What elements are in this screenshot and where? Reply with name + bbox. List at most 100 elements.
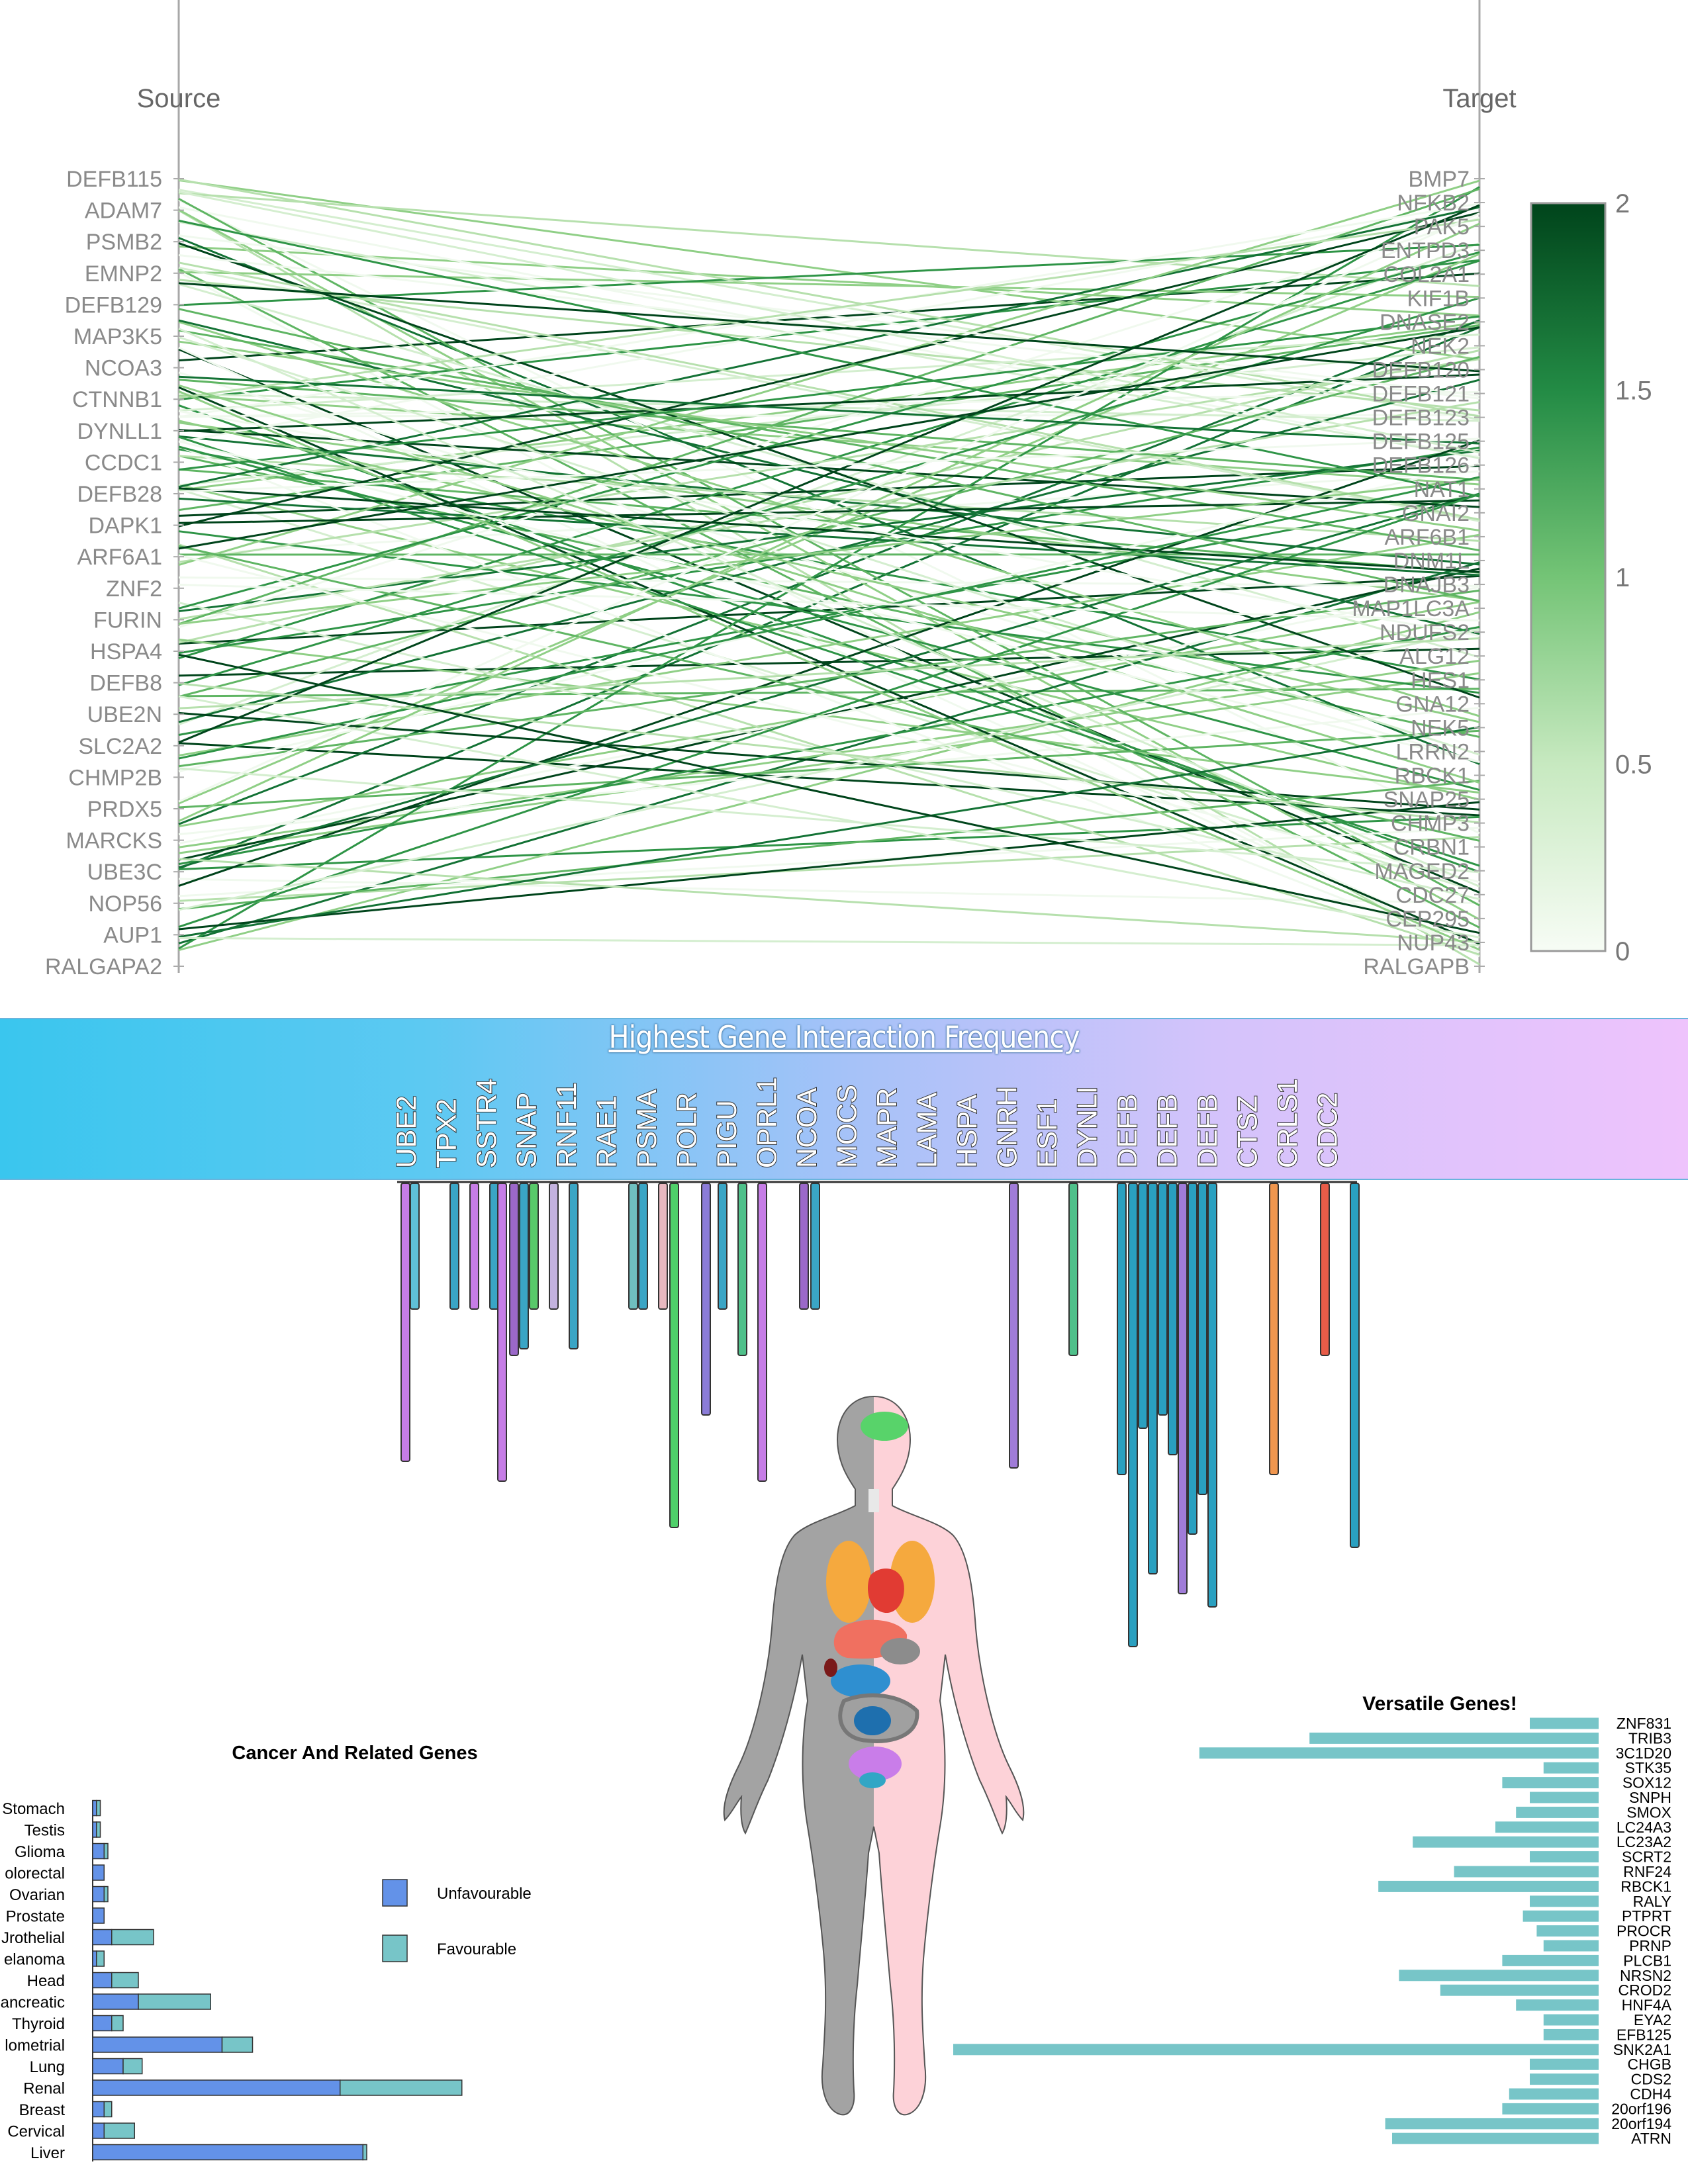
gene-frequency-bar (638, 1183, 648, 1310)
connection-line (178, 726, 1480, 938)
versatile-gene-label: EFB125 (1617, 2026, 1671, 2043)
versatile-gene-bar (1530, 2073, 1599, 2085)
connection-line (178, 836, 1480, 902)
connection-line (178, 211, 1480, 527)
cancer-legend: Unfavourable Favourable (382, 1879, 532, 1962)
favourable-bar (111, 1929, 154, 1946)
target-tick-label: PAK5 (1414, 214, 1470, 240)
target-tick-label: DNAJB3 (1383, 572, 1470, 598)
gene-label: GNRH (992, 1086, 1023, 1168)
gene-label: CDC2 (1312, 1093, 1343, 1168)
target-tick-label: LRRN2 (1396, 739, 1470, 764)
connection-line (178, 533, 1480, 757)
gene-label: UBE2 (391, 1095, 422, 1168)
gene-label: MAPR (871, 1088, 902, 1168)
brain-organ (861, 1412, 908, 1441)
connection-line (178, 384, 1480, 784)
versatile-gene-label: 20orf194 (1611, 2115, 1671, 2132)
unfavourable-bar (92, 1886, 105, 1903)
connection-line (178, 390, 1480, 418)
gene-label: LAMA (912, 1093, 943, 1168)
target-tick-label: MAGED2 (1374, 859, 1470, 884)
connection-line (178, 204, 1480, 744)
colorbar-tick-label: 1.5 (1615, 377, 1652, 406)
connection-line (178, 545, 1480, 842)
connection-line (178, 206, 1480, 488)
source-tick-label: DYNLL1 (77, 419, 162, 444)
favourable-bar (122, 2058, 143, 2075)
gene-label: PIGU (711, 1100, 742, 1168)
target-tick-label: ARF6B1 (1385, 525, 1470, 550)
versatile-gene-bar (1309, 1732, 1599, 1744)
versatile-gene-label: CDH4 (1630, 2085, 1671, 2103)
gene-frequency-bar (757, 1183, 767, 1482)
connection-line (178, 576, 1480, 587)
connection-line (178, 179, 1480, 361)
gene-frequency-bar (469, 1183, 479, 1310)
versatile-gene-label: EYA2 (1634, 2011, 1671, 2028)
colon-organ (854, 1706, 891, 1735)
connection-line (178, 328, 1480, 887)
cancer-category-label: Stomach (2, 1800, 65, 1818)
cancer-category-label: elanoma (4, 1951, 66, 1969)
target-tick-label: GNAI2 (1402, 501, 1470, 526)
connection-line (178, 584, 1480, 622)
cancer-category-label: Renal (23, 2080, 65, 2098)
colorbar-ticks: 0 0.5 1 1.5 2 (1615, 189, 1652, 966)
colorbar-tick-label: 0 (1615, 937, 1630, 966)
versatile-gene-bar (1199, 1747, 1599, 1759)
connection-line (178, 244, 1480, 306)
cancer-category-label: Thyroid (12, 2015, 65, 2033)
connection-line (178, 780, 1480, 911)
target-tick-label: NAT1 (1414, 477, 1470, 502)
connection-line (178, 245, 1480, 317)
target-tick-label: CEP295 (1385, 907, 1470, 932)
connection-line (178, 653, 1480, 934)
versatile-gene-label: CDS2 (1631, 2071, 1671, 2088)
versatile-gene-bar (1399, 1970, 1599, 1981)
gene-frequency-bar (509, 1183, 519, 1356)
connection-line (178, 494, 1480, 736)
cancer-bars: Stomach Testis Glioma olorectal Ovarian Prost… (1, 1799, 463, 2162)
unfavourable-bar (92, 1993, 139, 2010)
connection-line (178, 358, 1480, 563)
unfavourable-bar (92, 2144, 363, 2161)
connection-line (178, 346, 1480, 486)
cancer-category-label: Head (27, 1972, 65, 1990)
connection-line (178, 259, 1480, 401)
connection-line (178, 191, 1480, 454)
cancer-category-label: Prostate (6, 1908, 65, 1926)
gene-frequency-bar (1178, 1183, 1188, 1594)
stomach-organ (880, 1638, 920, 1664)
unfavourable-bar (92, 1950, 97, 1967)
connection-line (178, 410, 1480, 637)
target-tick-label: KIF1B (1407, 286, 1470, 311)
gene-frequency-bar (718, 1183, 727, 1310)
versatile-gene-label: LC24A3 (1617, 1819, 1671, 1836)
connection-line (178, 801, 1480, 931)
unfavourable-bar (92, 2015, 113, 2032)
connection-line (178, 742, 1480, 817)
favourable-bar (138, 1993, 211, 2010)
connection-line (178, 315, 1480, 471)
source-tick-labels: DEFB115 ADAM7 PSMB2 EMNP2 DEFB129 MAP3K5 NCOA3… (45, 167, 184, 979)
connection-line (178, 492, 1480, 869)
gene-label: OPRL1 (751, 1077, 782, 1168)
gene-label: DEFB (1152, 1094, 1183, 1168)
source-tick-label: HSPA4 (90, 639, 162, 664)
versatile-gene-bar (1530, 1895, 1599, 1907)
source-tick-label: MAP3K5 (73, 324, 162, 349)
gene-frequency-bar (549, 1183, 559, 1310)
connection-line (178, 659, 1480, 848)
gene-label: CTSZ (1232, 1095, 1263, 1168)
connection-line (178, 206, 1480, 459)
target-tick-label: RALGAPB (1363, 954, 1470, 979)
connection-line (178, 858, 1480, 943)
connection-line (178, 878, 1480, 905)
gene-frequency-bar (1197, 1183, 1207, 1495)
versatile-genes-chart: Versatile Genes! ZNF831TRIB33C1D20STK35S… (953, 1693, 1672, 2147)
target-tick-label: NEK2 (1411, 334, 1470, 359)
connection-line (178, 478, 1480, 625)
connection-line (178, 470, 1480, 557)
target-tick-label: NDUFS2 (1380, 620, 1470, 645)
